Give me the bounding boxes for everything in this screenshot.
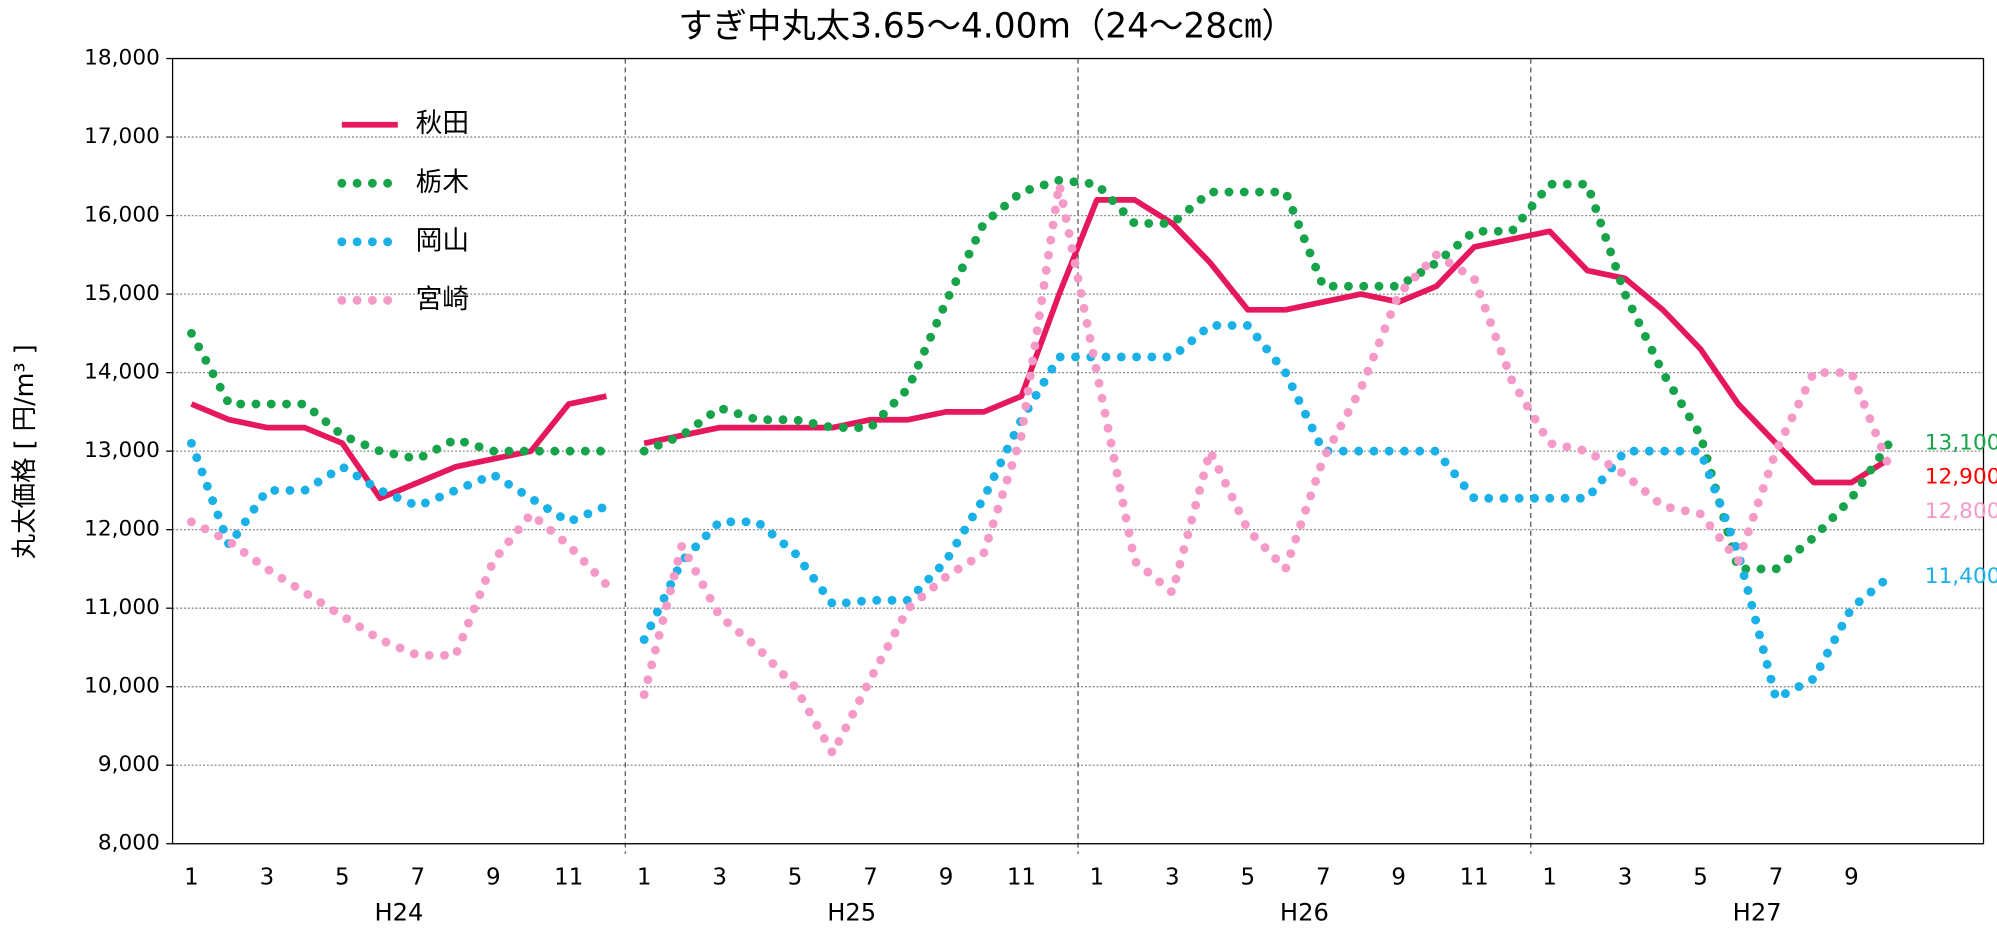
data-label: 12,900 (1925, 465, 1997, 490)
legend-label: 秋田 (416, 108, 469, 139)
series-line (190, 393, 608, 502)
y-tick-label: 17,000 (84, 124, 160, 149)
group-label: H26 (1280, 899, 1329, 927)
x-tick-label: 3 (1165, 865, 1180, 891)
x-tick-label: 9 (1391, 865, 1406, 891)
x-tick-label: 3 (1618, 865, 1633, 891)
legend-label: 栃木 (416, 167, 469, 198)
y-tick-label: 15,000 (84, 281, 160, 306)
x-tick-label: 7 (1316, 865, 1331, 891)
x-tick-label: 5 (335, 865, 350, 891)
x-tick-label: 5 (1693, 865, 1708, 891)
group-label: H24 (374, 899, 423, 927)
y-tick-label: 14,000 (84, 360, 160, 385)
x-tick-label: 7 (411, 865, 426, 891)
x-tick-label: 9 (939, 865, 954, 891)
x-tick-label: 9 (486, 865, 501, 891)
y-tick-label: 11,000 (84, 595, 160, 620)
data-label: 12,800 (1925, 499, 1997, 524)
y-axis-label: 丸太価格 [ 円/m³ ] (10, 344, 40, 559)
x-tick-label: 11 (554, 865, 583, 891)
plot-area (171, 57, 1985, 845)
x-tick-label: 1 (637, 865, 652, 891)
y-tick-label: 10,000 (84, 674, 160, 699)
y-tick-label: 12,000 (84, 517, 160, 542)
x-tick-label: 7 (863, 865, 878, 891)
y-tick-label: 9,000 (98, 752, 160, 777)
x-tick-label: 11 (1460, 865, 1489, 891)
legend-label: 岡山 (416, 225, 469, 256)
x-tick-label: 3 (260, 865, 275, 891)
x-tick-label: 5 (1241, 865, 1256, 891)
group-label: H25 (827, 899, 876, 927)
y-tick-label: 8,000 (98, 831, 160, 856)
series-line (643, 197, 1891, 486)
data-label: 13,100 (1925, 430, 1997, 455)
x-tick-label: 1 (1090, 865, 1105, 891)
chart-title: すぎ中丸太3.65～4.00m（24～28㎝） (678, 6, 1296, 46)
x-tick-label: 3 (712, 865, 727, 891)
series-line (186, 328, 611, 464)
y-tick-label: 13,000 (84, 438, 160, 463)
legend-label: 宮崎 (416, 284, 469, 315)
x-tick-label: 11 (1007, 865, 1036, 891)
x-tick-label: 7 (1769, 865, 1784, 891)
y-tick-label: 16,000 (84, 203, 160, 228)
series-line (639, 175, 1894, 574)
series-line (639, 321, 1894, 706)
group-label: H27 (1733, 899, 1782, 927)
x-tick-label: 5 (788, 865, 803, 891)
x-tick-label: 9 (1844, 865, 1859, 891)
data-label: 11,400 (1925, 564, 1997, 589)
x-tick-label: 1 (184, 865, 199, 891)
y-tick-label: 18,000 (84, 46, 160, 71)
x-tick-label: 1 (1542, 865, 1557, 891)
series-line (639, 183, 1894, 763)
series-line (186, 438, 611, 555)
series-line (186, 507, 611, 660)
